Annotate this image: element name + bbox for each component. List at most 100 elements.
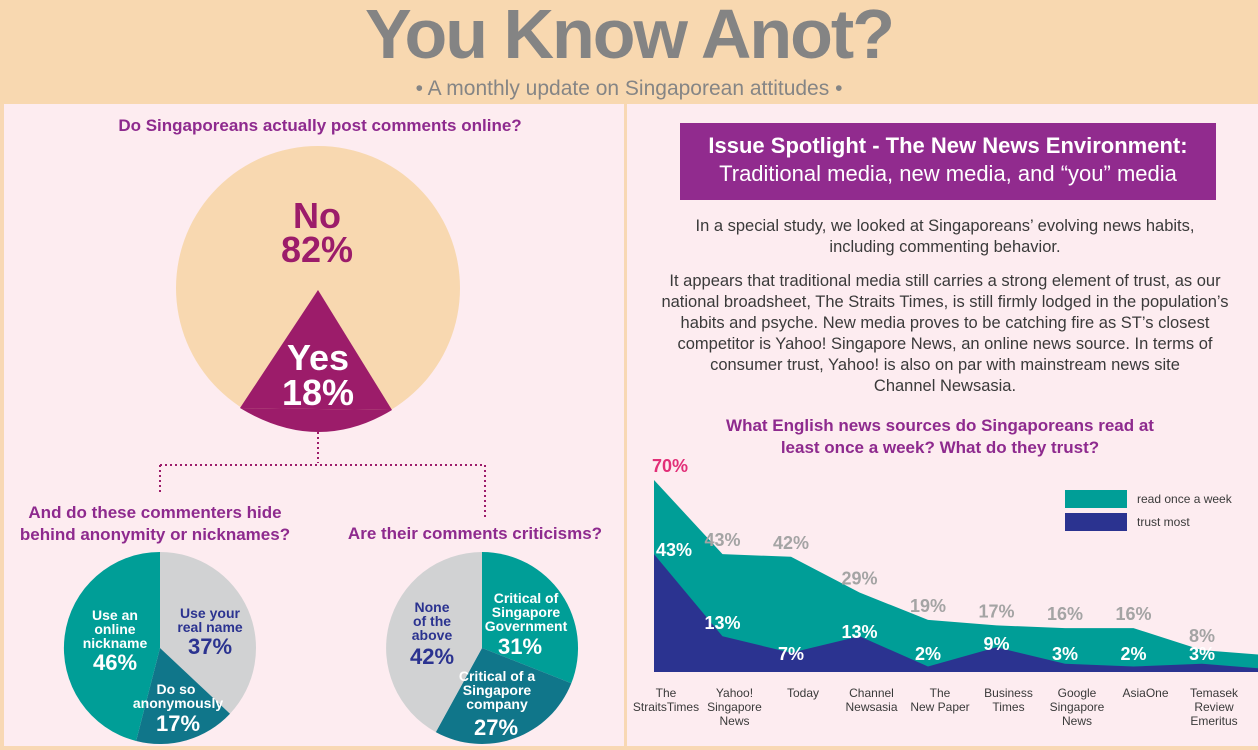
q3-slice bbox=[482, 552, 579, 684]
trust-data-label: 3% bbox=[1189, 644, 1215, 664]
category-tick-label: Business bbox=[984, 686, 1033, 700]
q2-slice bbox=[136, 648, 230, 745]
q2-nickname-label: Use an bbox=[92, 607, 138, 623]
q1-yes-label: Yes bbox=[287, 337, 349, 378]
read-data-label: 43% bbox=[704, 530, 740, 550]
category-tick-label: Times bbox=[992, 700, 1024, 714]
trust-data-label: 3% bbox=[1052, 644, 1078, 664]
category-tick-label: Review bbox=[1194, 700, 1234, 714]
q2-question: And do these commenters hide behind anon… bbox=[10, 502, 300, 546]
q3-slice bbox=[435, 648, 572, 744]
q2-anonymous-value: 17% bbox=[156, 711, 200, 736]
q3-none-label: None bbox=[415, 599, 450, 615]
q2-nickname-label: nickname bbox=[83, 635, 148, 651]
trust-data-label: 13% bbox=[841, 622, 877, 642]
series-trust-area bbox=[654, 554, 1258, 672]
category-tick-label: Temasek bbox=[1190, 686, 1239, 700]
q3-company-value: 27% bbox=[474, 715, 518, 740]
intro-p2-line: competitor is Yahoo! Singapore News, an … bbox=[677, 335, 1213, 353]
page-subtitle: • A monthly update on Singaporean attitu… bbox=[415, 77, 843, 100]
trust-data-label: 9% bbox=[983, 634, 1009, 654]
q3-none-label: of the bbox=[413, 613, 451, 629]
page-title: You Know Anot? bbox=[365, 0, 895, 73]
read-data-label: 8% bbox=[1189, 626, 1215, 646]
q2-realname-value: 37% bbox=[188, 634, 232, 659]
q3-government-label: Critical of bbox=[494, 590, 559, 606]
category-tick-label: New Paper bbox=[910, 700, 969, 714]
q1-no-value: 82% bbox=[281, 229, 353, 270]
q3-government-label: Government bbox=[485, 618, 568, 634]
trust-data-label: 7% bbox=[778, 644, 804, 664]
intro-paragraph-2: It appears that traditional media still … bbox=[640, 271, 1250, 397]
q2-slice bbox=[63, 552, 160, 741]
spotlight-title: Issue Spotlight - The New News Environme… bbox=[708, 133, 1188, 158]
read-data-label: 29% bbox=[841, 568, 877, 588]
connector-lines bbox=[159, 432, 486, 517]
chart-title: What English news sources do Singaporean… bbox=[640, 415, 1240, 459]
q3-government-label: Singapore bbox=[492, 604, 561, 620]
intro-p1-line: including commenting behavior. bbox=[829, 238, 1061, 256]
legend-read-label: read once a week bbox=[1137, 492, 1233, 506]
trust-data-label: 43% bbox=[656, 540, 692, 560]
q2-question-line2: behind anonymity or nicknames? bbox=[19, 525, 291, 544]
trust-data-label: 2% bbox=[915, 644, 941, 664]
intro-p2-line: It appears that traditional media still … bbox=[669, 272, 1221, 290]
chart-title-line1: What English news sources do Singaporean… bbox=[726, 416, 1154, 435]
legend-trust-label: trust most bbox=[1137, 515, 1190, 529]
header: You Know Anot? • A monthly update on Sin… bbox=[0, 0, 1258, 104]
q3-company-label: Critical of a bbox=[459, 668, 535, 684]
q1-no-slice bbox=[176, 146, 460, 430]
chart-title-line2: least once a week? What do they trust? bbox=[780, 438, 1100, 457]
q1-yes-value: 18% bbox=[282, 372, 354, 413]
q3-none-label: above bbox=[412, 627, 453, 643]
category-tick-label: Newsasia bbox=[845, 700, 897, 714]
q1-yes-slice bbox=[240, 290, 392, 410]
category-tick-label: Yahoo! bbox=[716, 686, 753, 700]
trust-data-label: 13% bbox=[704, 613, 740, 633]
q3-company-label: Singapore bbox=[463, 682, 532, 698]
q2-realname-label: real name bbox=[177, 619, 243, 635]
q1-question: Do Singaporeans actually post comments o… bbox=[118, 116, 522, 135]
trust-data-label: 2% bbox=[1120, 644, 1146, 664]
series-read-area bbox=[654, 480, 1258, 672]
q3-government-value: 31% bbox=[498, 634, 542, 659]
read-data-label: 70% bbox=[652, 456, 688, 476]
news-area-chart: 70%43%42%29%19%17%16%16%8%6%43%13%7%13%2… bbox=[633, 456, 1258, 728]
intro-p2-line: Channel Newsasia. bbox=[873, 377, 1017, 395]
category-tick-label: AsiaOne bbox=[1122, 686, 1168, 700]
category-tick-label: News bbox=[1062, 714, 1092, 728]
q2-slice bbox=[160, 552, 257, 714]
spotlight-subtitle: Traditional media, new media, and “you” … bbox=[719, 161, 1177, 186]
q1-yes-slice-arc bbox=[240, 408, 392, 433]
intro-p2-line: national broadsheet, The Straits Times, … bbox=[661, 293, 1229, 311]
category-tick-label: Google bbox=[1058, 686, 1097, 700]
intro-paragraph-1: In a special study, we looked at Singapo… bbox=[640, 216, 1250, 258]
q3-slice bbox=[386, 552, 482, 733]
category-tick-label: Emeritus bbox=[1190, 714, 1237, 728]
category-tick-label: The bbox=[930, 686, 951, 700]
q1-pie: No 82% Yes 18% bbox=[176, 146, 460, 433]
legend-read-swatch bbox=[1065, 490, 1127, 508]
intro-p1-line: In a special study, we looked at Singapo… bbox=[695, 217, 1195, 235]
category-tick-label: Today bbox=[787, 686, 819, 700]
read-data-label: 19% bbox=[910, 596, 946, 616]
q1-no-label: No bbox=[293, 195, 341, 236]
q2-realname-label: Use your bbox=[180, 605, 240, 621]
q2-nickname-value: 46% bbox=[93, 650, 137, 675]
category-tick-label: Singapore bbox=[707, 700, 762, 714]
spotlight-banner: Issue Spotlight - The New News Environme… bbox=[680, 123, 1216, 200]
read-data-label: 17% bbox=[978, 601, 1014, 621]
q2-question-line1: And do these commenters hide bbox=[28, 503, 282, 522]
category-tick-label: The bbox=[656, 686, 677, 700]
q3-none-value: 42% bbox=[410, 644, 454, 669]
q2-anonymous-label: Do so bbox=[157, 681, 196, 697]
category-tick-label: News bbox=[719, 714, 749, 728]
q3-question: Are their comments criticisms? bbox=[347, 524, 603, 543]
read-data-label: 16% bbox=[1047, 604, 1083, 624]
intro-p2-line: habits and psyche. New media proves to b… bbox=[680, 314, 1210, 332]
q2-nickname-label: online bbox=[94, 621, 135, 637]
q3-company-label: company bbox=[466, 696, 528, 712]
